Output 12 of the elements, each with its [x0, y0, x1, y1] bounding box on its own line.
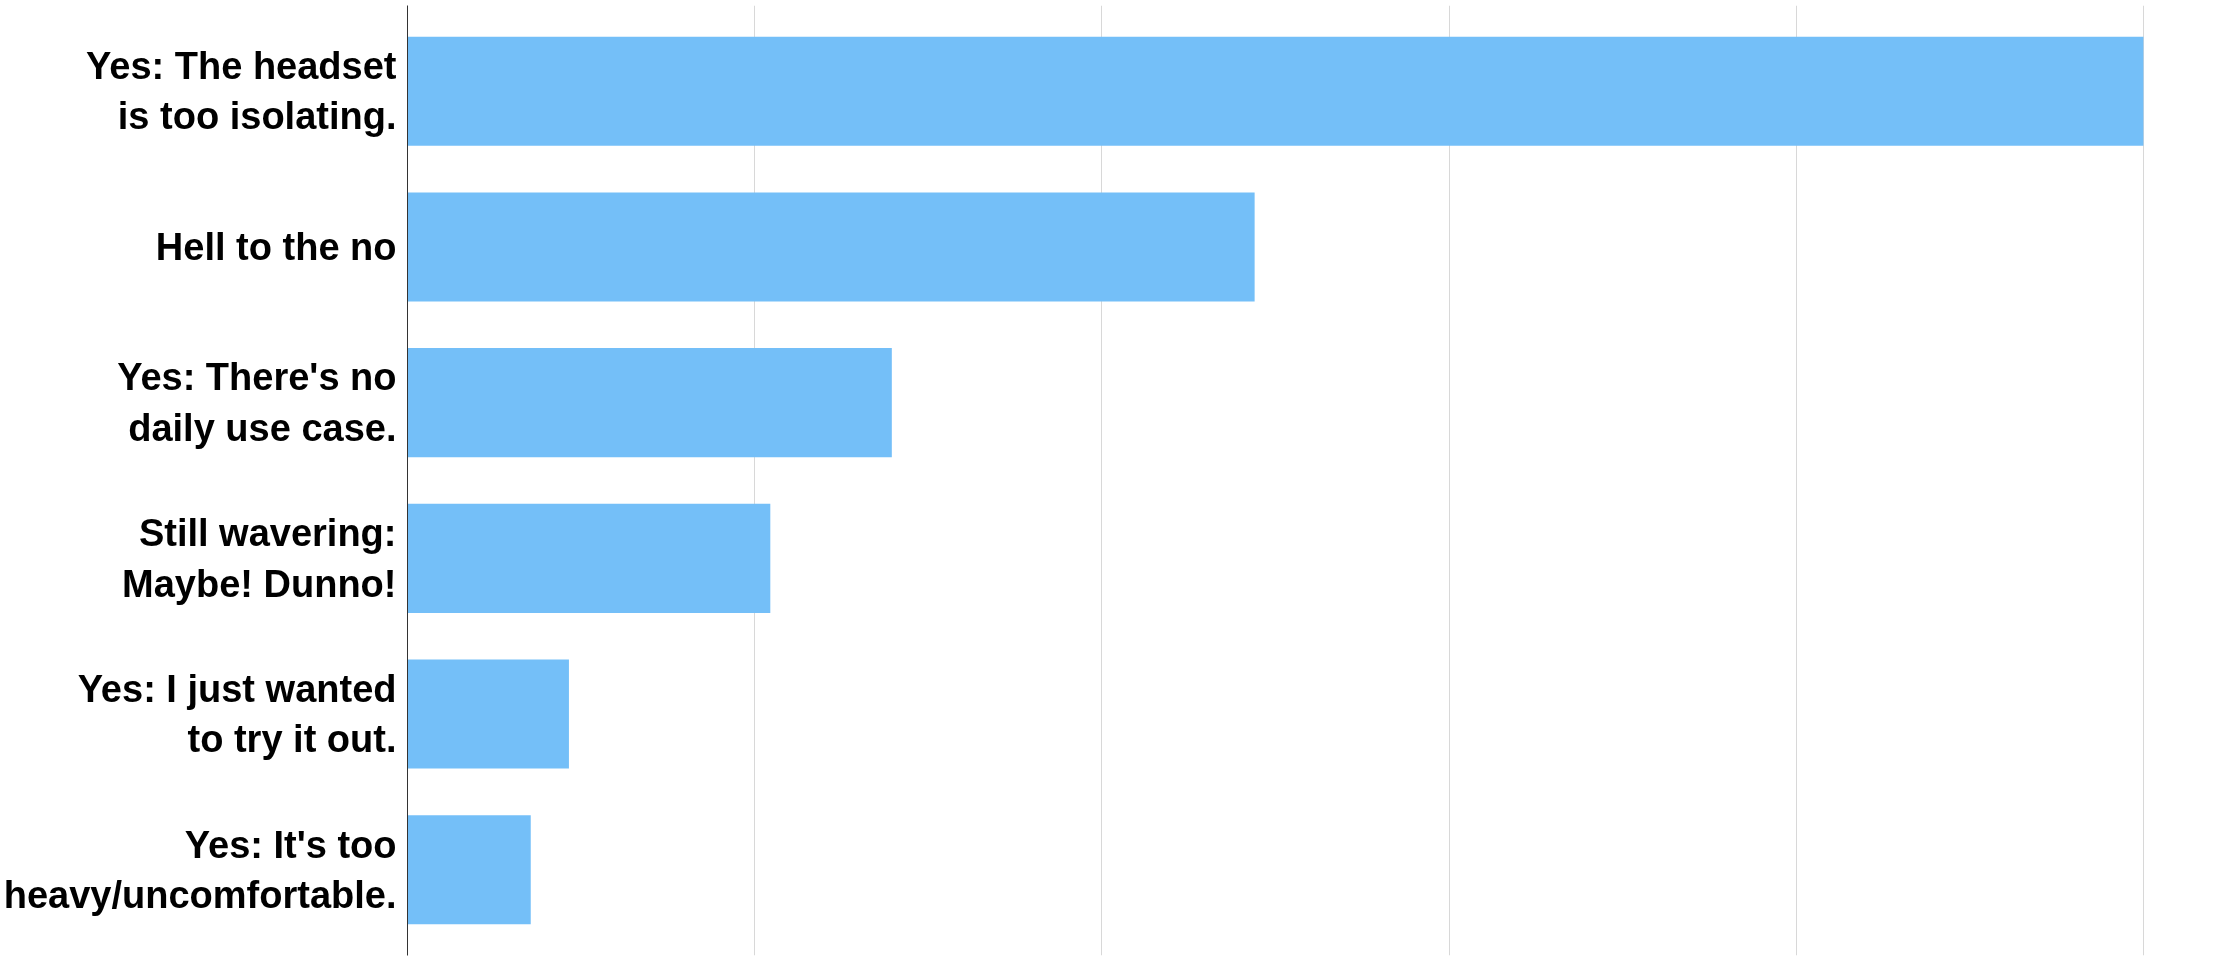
y-tick-label: Yes: It's too heavy/uncomfortable. [3, 823, 397, 917]
y-tick-label: Yes: I just wanted to try it out. [77, 667, 397, 761]
y-tick-label: Yes: The headset is too isolating. [86, 44, 397, 138]
y-tick-label: Yes: There's no daily use case. [117, 356, 397, 449]
y-tick-label: Still wavering: Maybe! Dunno! [122, 512, 397, 605]
bar [407, 815, 531, 925]
y-tick-label: Hell to the no [155, 225, 397, 268]
bar [407, 192, 1255, 302]
bar [407, 503, 771, 613]
bar [407, 348, 892, 458]
bar [407, 659, 569, 769]
bar [407, 36, 2144, 146]
